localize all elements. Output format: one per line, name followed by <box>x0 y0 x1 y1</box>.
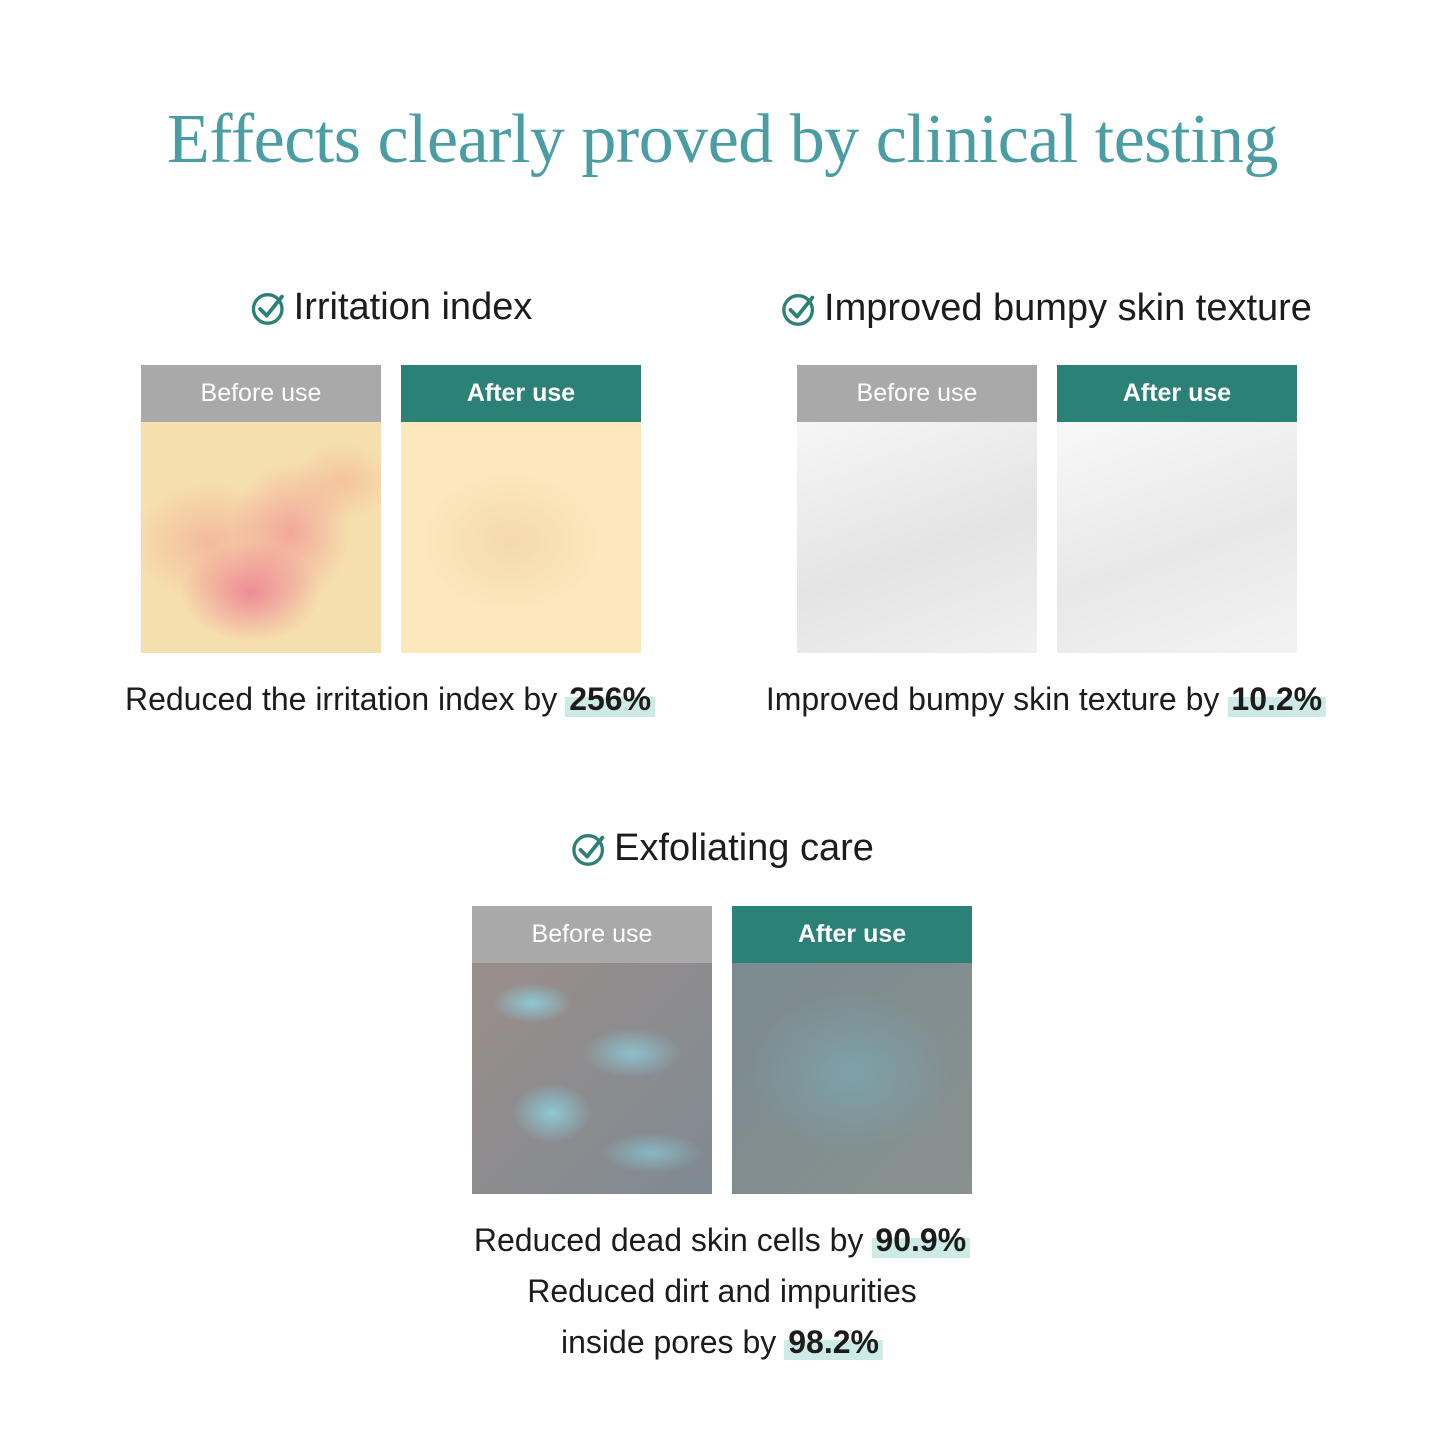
result-text: Improved bumpy skin texture by <box>765 681 1220 717</box>
section-title-exfoliating: Exfoliating care <box>570 827 874 870</box>
result-text: Reduced dead skin cells by <box>473 1222 864 1258</box>
section-title-irritation: Irritation index <box>250 286 533 329</box>
result-bumpy: Improved bumpy skin texture by 10.2% <box>765 674 1327 725</box>
result-value: 10.2% <box>1227 681 1327 717</box>
before-label: Before use <box>797 365 1037 422</box>
result-text: Reduced the irritation index by <box>124 681 558 717</box>
before-panel-exfoliating: Before use <box>472 906 712 1194</box>
before-label: Before use <box>141 365 381 422</box>
result-value: 90.9% <box>871 1222 971 1258</box>
result-text: inside pores by <box>561 1324 777 1360</box>
result-line-2: Reduced dirt and impurities <box>527 1273 917 1309</box>
page-title: Effects clearly proved by clinical testi… <box>167 101 1278 178</box>
after-panel-bumpy: After use <box>1057 365 1297 653</box>
before-panel-irritation: Before use <box>141 365 381 653</box>
section-title-bumpy: Improved bumpy skin texture <box>780 287 1312 330</box>
result-irritation: Reduced the irritation index by 256% <box>124 674 656 725</box>
check-circle-icon <box>782 293 815 326</box>
result-line-3: inside pores by 98.2% <box>474 1317 970 1368</box>
after-image <box>1057 422 1297 653</box>
result-value: 256% <box>565 681 656 717</box>
check-circle-icon <box>572 833 605 866</box>
before-image <box>141 422 381 653</box>
section-title-text: Exfoliating care <box>614 827 874 869</box>
section-title-text: Improved bumpy skin texture <box>824 287 1312 329</box>
after-label: After use <box>1057 365 1297 422</box>
after-label: After use <box>732 906 972 963</box>
before-image <box>472 963 712 1194</box>
after-image <box>732 963 972 1194</box>
after-label: After use <box>401 365 641 422</box>
after-image <box>401 422 641 653</box>
result-line-1: Reduced dead skin cells by 90.9% <box>473 1215 971 1266</box>
before-panel-bumpy: Before use <box>797 365 1037 653</box>
after-panel-exfoliating: After use <box>732 906 972 1194</box>
after-panel-irritation: After use <box>401 365 641 653</box>
before-label: Before use <box>472 906 712 963</box>
check-circle-icon <box>251 292 284 325</box>
result-value: 98.2% <box>784 1324 883 1360</box>
result-exfoliating: Reduced dead skin cells by 90.9% Reduced … <box>473 1215 971 1368</box>
before-image <box>797 422 1037 653</box>
section-title-text: Irritation index <box>293 286 533 328</box>
